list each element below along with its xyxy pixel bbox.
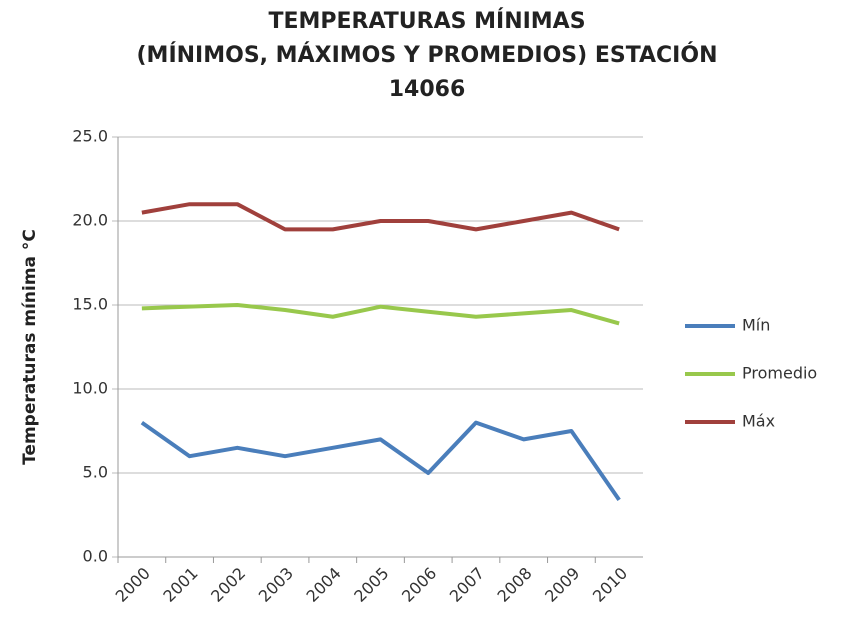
x-tick-label: 2003 bbox=[255, 564, 297, 606]
chart-title: TEMPERATURAS MÍNIMAS bbox=[268, 8, 585, 34]
legend-label: Mín bbox=[742, 316, 770, 335]
y-tick-label: 20.0 bbox=[72, 211, 108, 230]
chart-title: 14066 bbox=[389, 77, 466, 102]
x-tick-label: 2001 bbox=[159, 564, 201, 606]
x-tick-label: 2005 bbox=[350, 564, 392, 606]
x-tick-label: 2002 bbox=[207, 564, 249, 606]
line-series bbox=[141, 202, 620, 232]
x-tick-label: 2000 bbox=[112, 564, 154, 606]
x-tick-label: 2008 bbox=[493, 564, 535, 606]
y-tick-label: 15.0 bbox=[72, 295, 108, 314]
x-tick-label: 2007 bbox=[446, 564, 488, 606]
legend-label: Máx bbox=[742, 412, 775, 431]
legend-label: Promedio bbox=[742, 364, 817, 383]
x-tick-label: 2004 bbox=[303, 564, 345, 606]
y-tick-label: 10.0 bbox=[72, 379, 108, 398]
y-tick-label: 25.0 bbox=[72, 127, 108, 146]
x-tick-label: 2009 bbox=[541, 564, 583, 606]
line-series bbox=[141, 303, 620, 326]
x-tick-label: 2010 bbox=[589, 564, 631, 606]
x-tick-label: 2006 bbox=[398, 564, 440, 606]
y-axis-label: Temperaturas mínima °C bbox=[20, 229, 40, 465]
chart-title: (MÍNIMOS, MÁXIMOS Y PROMEDIOS) ESTACIÓN bbox=[137, 42, 718, 68]
y-tick-label: 5.0 bbox=[83, 463, 108, 482]
line-series bbox=[140, 420, 621, 502]
y-tick-label: 0.0 bbox=[83, 547, 108, 566]
